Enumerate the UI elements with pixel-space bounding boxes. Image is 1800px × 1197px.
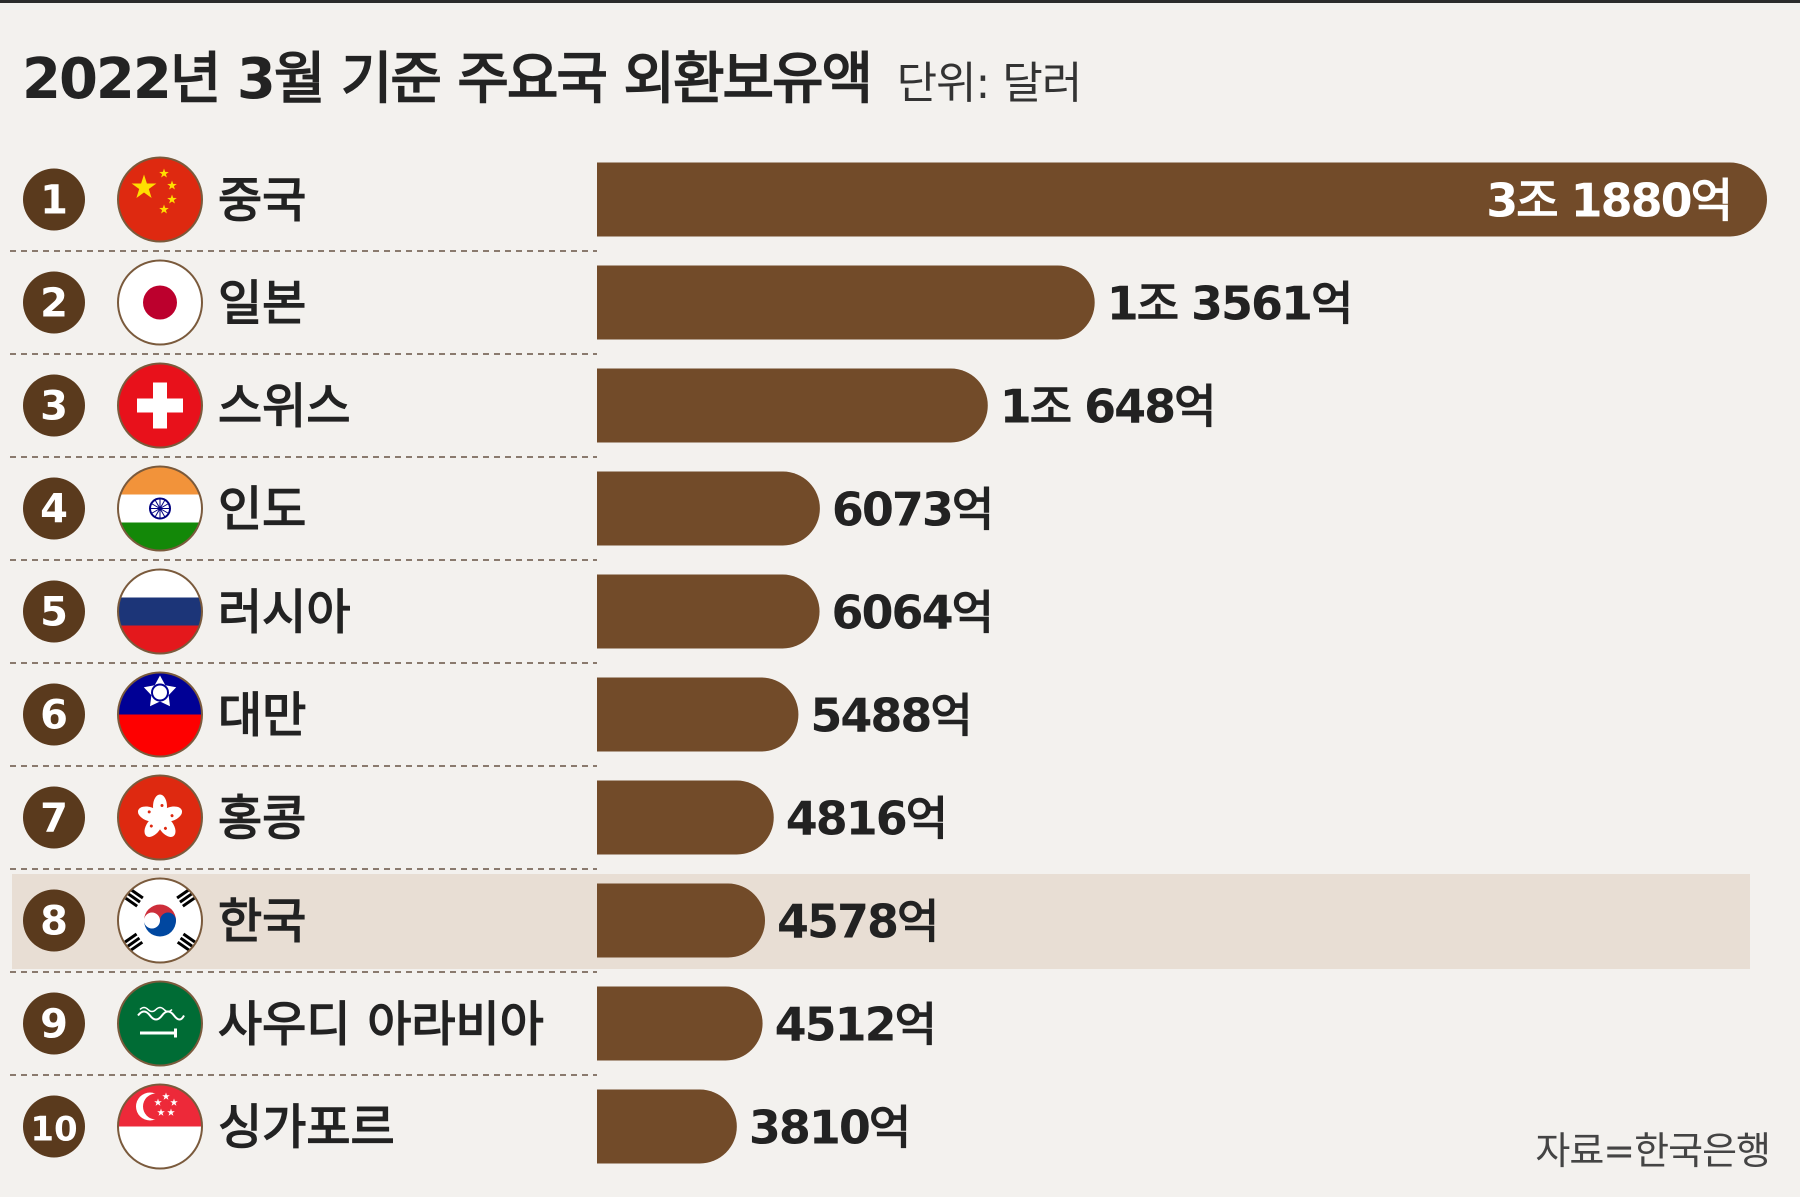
chart-row: 10 싱가포르 3810억 — [23, 1083, 911, 1170]
value-label: 6064억 — [832, 586, 992, 640]
country-label: 사우디 아라비아 — [218, 997, 544, 1053]
chart-title: 2022년 3월 기준 주요국 외환보유액 — [22, 47, 873, 112]
rank-label: 5 — [40, 590, 68, 636]
flag-border — [117, 671, 203, 758]
rank-label: 10 — [30, 1110, 77, 1150]
value-label: 6073억 — [832, 483, 992, 537]
source-note: 자료=한국은행 — [1535, 1129, 1771, 1173]
bar — [597, 471, 820, 546]
india-flag-icon — [118, 466, 202, 551]
saudi-arabia-flag-icon — [118, 981, 202, 1066]
country-label: 한국 — [218, 894, 306, 950]
rank-circle — [23, 580, 85, 643]
bar — [597, 368, 988, 443]
flag-border — [117, 568, 203, 655]
bar — [597, 883, 766, 958]
flag-border — [117, 465, 203, 552]
rank-label: 6 — [40, 693, 68, 739]
rank-circle — [23, 786, 85, 849]
rank-circle — [23, 683, 85, 746]
chart-row: 4 인도 6073억 — [10, 465, 994, 561]
value-label: 4512억 — [775, 998, 935, 1052]
value-label: 1조 648억 — [1000, 380, 1215, 434]
chart-row: 9 사우디 아라비아 4512억 — [10, 980, 937, 1076]
china-flag-icon — [118, 157, 202, 242]
country-label: 스위스 — [218, 379, 350, 435]
flag-border — [117, 980, 203, 1067]
chart-row: 7 홍콩 4816억 — [10, 774, 948, 870]
country-label: 중국 — [218, 173, 306, 229]
rank-circle — [23, 477, 85, 540]
rank-label: 9 — [40, 1002, 68, 1048]
value-label: 3조 1880억 — [1486, 174, 1731, 228]
chart-title-block: 2022년 3월 기준 주요국 외환보유액 단위: 달러 — [22, 34, 1083, 115]
rank-label: 7 — [40, 796, 68, 842]
chart-row: 1 중국 3조 1880억 — [10, 156, 1768, 252]
rank-circle — [23, 168, 85, 231]
value-label: 4578억 — [777, 895, 937, 949]
bar — [597, 986, 763, 1061]
country-label: 홍콩 — [218, 791, 306, 847]
highlight-row — [12, 874, 1750, 969]
rank-label: 2 — [40, 281, 68, 327]
value-label: 4816억 — [786, 792, 946, 846]
taiwan-flag-icon — [118, 672, 202, 757]
country-label: 러시아 — [218, 585, 350, 641]
flag-border — [117, 259, 203, 346]
chart-row: 8 한국 4578억 — [10, 874, 1750, 973]
rank-label: 3 — [40, 384, 68, 430]
switzerland-flag-icon — [118, 363, 202, 448]
flag-border — [117, 877, 203, 964]
country-label: 대만 — [218, 688, 306, 744]
hong-kong-flag-icon — [118, 775, 202, 860]
rank-circle — [23, 374, 85, 437]
rank-label: 8 — [40, 899, 68, 945]
value-label: 1조 3561억 — [1107, 277, 1352, 331]
bar — [597, 677, 799, 752]
rank-circle — [23, 992, 85, 1055]
rank-label: 4 — [40, 487, 68, 533]
chart-row: 5 러시아 6064억 — [10, 568, 994, 664]
chart-row: 2 일본 1조 3561억 — [10, 259, 1353, 355]
chart-row: 3 스위스 1조 648억 — [10, 362, 1216, 458]
chart-row: 6 대만 5488억 — [10, 671, 973, 767]
japan-flag-icon — [118, 260, 202, 345]
rank-circle — [23, 271, 85, 334]
bar — [597, 162, 1768, 237]
rank-label: 1 — [40, 178, 68, 224]
flag-border — [117, 1083, 203, 1170]
value-label: 5488억 — [810, 689, 970, 743]
flag-border — [117, 362, 203, 449]
unit-label: 단위: 달러 — [896, 58, 1083, 109]
flag-border — [117, 156, 203, 243]
flag-border — [117, 774, 203, 861]
rank-circle — [23, 1095, 85, 1158]
south-korea-flag-icon — [118, 878, 202, 963]
rank-circle — [23, 889, 85, 952]
country-label: 싱가포르 — [218, 1100, 395, 1156]
bar — [597, 265, 1095, 340]
bar — [597, 780, 774, 855]
value-label: 3810억 — [749, 1101, 909, 1155]
bar — [597, 1089, 737, 1164]
country-label: 인도 — [218, 482, 306, 538]
country-label: 일본 — [218, 276, 306, 332]
bar — [597, 574, 820, 649]
top-rule — [0, 0, 1800, 3]
